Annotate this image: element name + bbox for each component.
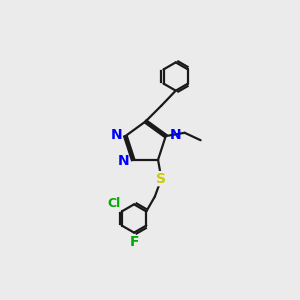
Text: Cl: Cl <box>107 197 120 210</box>
Text: N: N <box>110 128 122 142</box>
Text: N: N <box>118 154 130 168</box>
Text: N: N <box>169 128 181 142</box>
Text: S: S <box>156 172 167 186</box>
Text: F: F <box>129 235 139 249</box>
